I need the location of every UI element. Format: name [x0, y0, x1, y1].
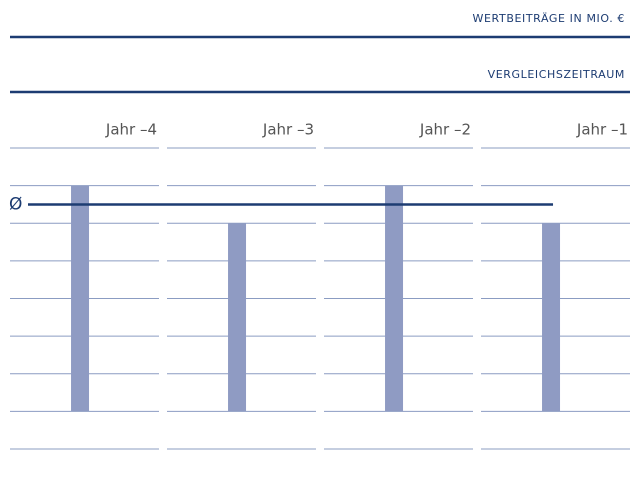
x-tick-label: Jahr –1	[576, 121, 628, 139]
chart-subheader: VERGLEICHSZEITRAUM	[488, 68, 625, 81]
chart-header: WERTBEITRÄGE IN MIO. €	[473, 12, 625, 25]
bar	[385, 185, 404, 412]
average-label: Ø	[9, 194, 22, 214]
bar	[228, 223, 247, 412]
x-tick-label: Jahr –3	[262, 121, 314, 139]
bar	[542, 223, 561, 412]
x-tick-label: Jahr –2	[419, 121, 471, 139]
bar	[71, 185, 90, 412]
x-tick-label: Jahr –4	[105, 121, 157, 139]
